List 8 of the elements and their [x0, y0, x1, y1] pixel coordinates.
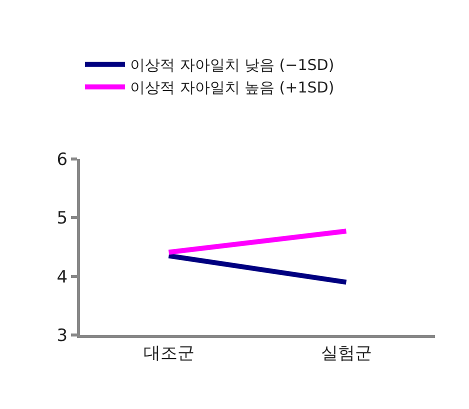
- y-tick-label: 3: [56, 326, 68, 346]
- y-tick-label: 5: [56, 208, 68, 229]
- y-tick-label: 6: [56, 150, 68, 170]
- y-tick-label: 4: [56, 267, 68, 288]
- x-tick-label: 실험군: [320, 343, 372, 364]
- legend-label: 이상적 자아일치 높음 (+1SD): [130, 78, 334, 97]
- x-tick-label: 대조군: [143, 343, 194, 364]
- legend-label: 이상적 자아일치 낮음 (−1SD): [130, 56, 334, 74]
